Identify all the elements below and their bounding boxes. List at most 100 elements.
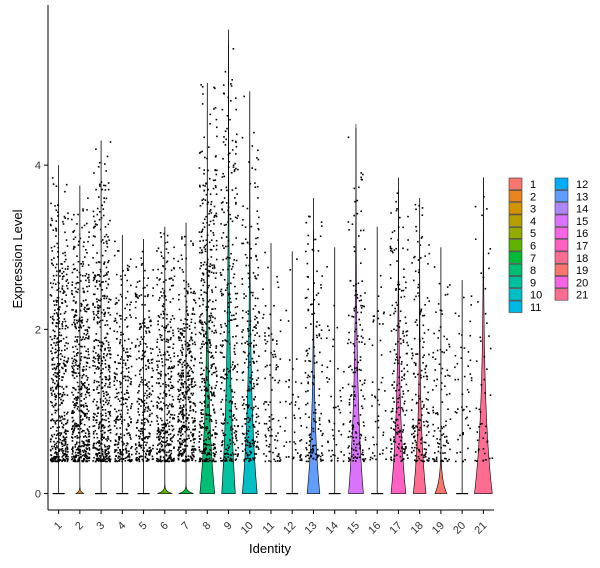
data-point — [212, 272, 215, 274]
data-point — [122, 347, 125, 350]
data-point — [241, 136, 244, 139]
data-point — [66, 460, 69, 463]
data-point — [192, 421, 194, 424]
data-point — [184, 445, 186, 447]
data-point — [163, 458, 166, 460]
data-point — [402, 341, 405, 343]
data-point — [213, 332, 215, 334]
data-point — [201, 230, 203, 232]
data-point — [207, 404, 209, 407]
data-point — [325, 337, 328, 339]
data-point — [147, 406, 149, 409]
data-point — [256, 185, 259, 188]
data-point — [211, 404, 214, 406]
data-point — [184, 439, 186, 441]
data-point — [92, 365, 94, 367]
data-point — [57, 211, 59, 213]
data-point — [200, 323, 203, 325]
data-point — [99, 185, 101, 187]
data-point — [428, 457, 430, 460]
data-point — [235, 430, 238, 433]
data-point — [55, 409, 58, 412]
data-point — [234, 162, 236, 165]
data-point — [72, 409, 74, 412]
data-point — [160, 375, 162, 377]
data-point — [101, 360, 103, 362]
data-point — [300, 459, 303, 461]
data-point — [157, 315, 160, 317]
data-point — [101, 436, 103, 438]
data-point — [177, 433, 179, 436]
data-point — [66, 305, 68, 307]
data-point — [99, 341, 101, 343]
data-point — [73, 319, 76, 321]
data-point — [87, 392, 89, 394]
data-point — [312, 418, 315, 420]
data-point — [397, 397, 399, 400]
data-point — [181, 383, 183, 386]
violin-group-17 — [389, 177, 409, 494]
data-point — [350, 394, 353, 396]
data-point — [76, 322, 78, 324]
data-point — [258, 310, 260, 313]
data-point — [213, 264, 215, 266]
data-point — [177, 355, 179, 357]
data-point — [160, 255, 163, 257]
data-point — [97, 299, 100, 301]
data-point — [362, 454, 364, 456]
data-point — [56, 380, 58, 382]
data-point — [120, 453, 122, 456]
data-point — [151, 455, 154, 458]
data-point — [182, 392, 184, 394]
data-point — [199, 247, 202, 249]
data-point — [212, 448, 215, 451]
data-point — [170, 337, 172, 339]
data-point — [201, 381, 203, 383]
data-point — [203, 172, 205, 175]
data-point — [206, 157, 208, 160]
data-point — [61, 448, 64, 450]
data-point — [179, 359, 181, 361]
data-point — [309, 455, 312, 458]
data-point — [223, 136, 225, 138]
data-point — [103, 395, 105, 397]
data-point — [288, 379, 290, 381]
data-point — [191, 343, 194, 345]
data-point — [51, 368, 54, 370]
data-point — [182, 448, 184, 451]
data-point — [117, 455, 120, 457]
data-point — [445, 458, 447, 460]
data-point — [147, 365, 150, 368]
data-point — [179, 446, 182, 448]
data-point — [104, 453, 107, 456]
data-point — [143, 447, 145, 449]
data-point — [98, 440, 100, 442]
data-point — [401, 406, 403, 409]
data-point — [102, 239, 104, 241]
data-point — [98, 196, 100, 198]
data-point — [321, 225, 323, 227]
data-point — [444, 452, 446, 454]
data-point — [199, 184, 201, 187]
data-point — [50, 389, 52, 391]
data-point — [88, 394, 91, 397]
data-point — [97, 460, 100, 462]
data-point — [167, 457, 170, 459]
data-point — [130, 284, 132, 287]
data-point — [198, 435, 201, 437]
data-point — [62, 292, 65, 294]
data-point — [448, 343, 450, 346]
data-point — [252, 424, 255, 426]
data-point — [95, 352, 97, 354]
data-point — [166, 419, 168, 421]
data-point — [67, 358, 70, 360]
data-point — [449, 418, 452, 420]
data-point — [243, 408, 246, 410]
data-point — [159, 442, 162, 444]
data-point — [80, 404, 82, 406]
violin-group-3 — [92, 140, 112, 495]
data-point — [191, 394, 194, 396]
data-point — [80, 320, 82, 322]
data-point — [99, 283, 101, 286]
data-point — [128, 355, 130, 357]
